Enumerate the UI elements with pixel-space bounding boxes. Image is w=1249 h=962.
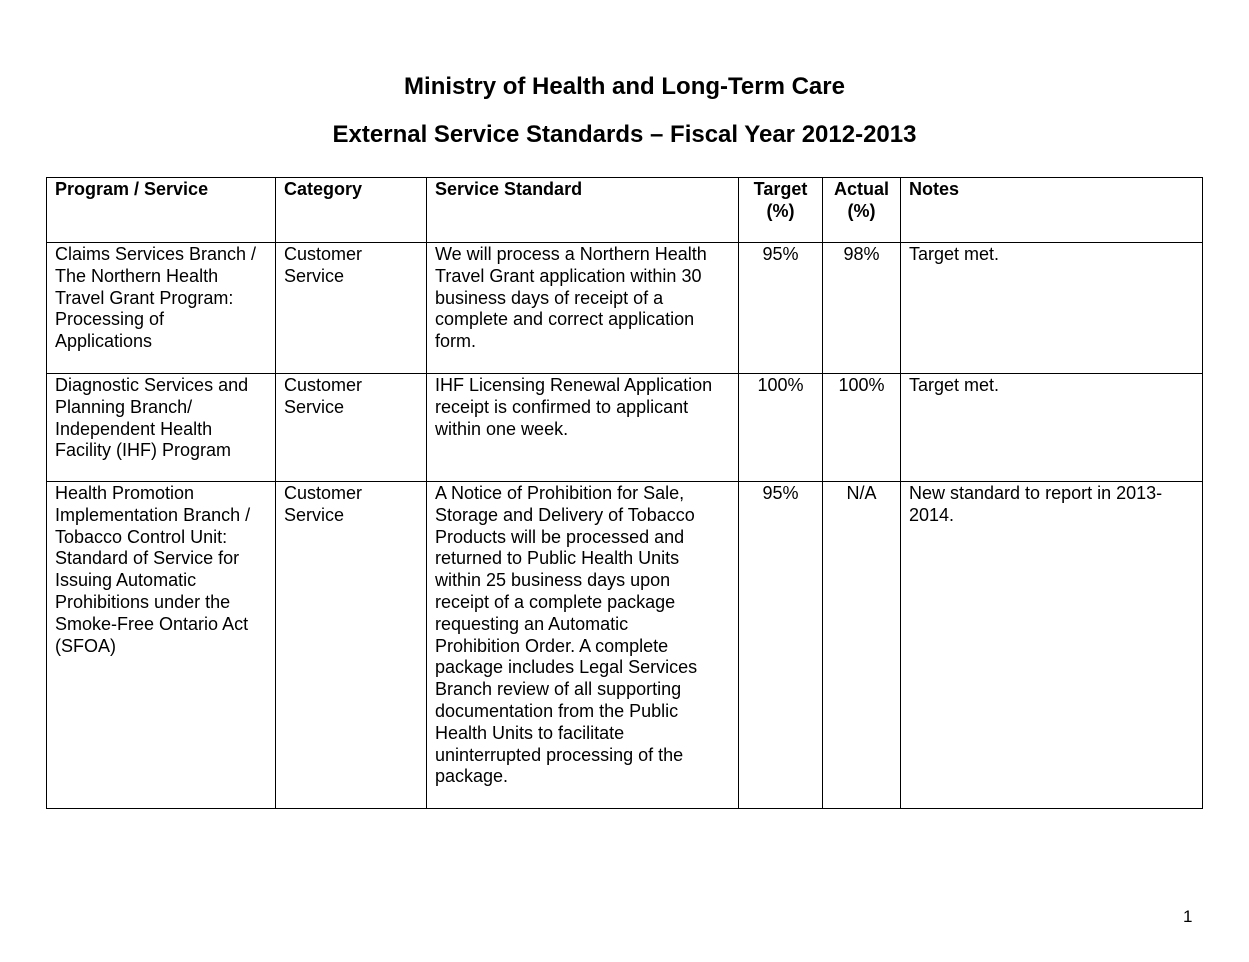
- header-notes: Notes: [900, 177, 1203, 243]
- table-row: Health Promotion Implementation Branch /…: [46, 481, 1203, 809]
- header-program-service: Program / Service: [46, 177, 276, 243]
- service-standards-table: Program / Service Category Service Stand…: [46, 177, 1203, 809]
- header-category: Category: [275, 177, 427, 243]
- cell-standard: A Notice of Prohibition for Sale, Storag…: [426, 481, 739, 809]
- header-service-standard: Service Standard: [426, 177, 739, 243]
- cell-program: Diagnostic Services and Planning Branch/…: [46, 373, 276, 482]
- cell-category: Customer Service: [275, 481, 427, 809]
- cell-target: 100%: [738, 373, 823, 482]
- cell-program: Health Promotion Implementation Branch /…: [46, 481, 276, 809]
- cell-notes: New standard to report in 2013- 2014.: [900, 481, 1203, 809]
- cell-notes: Target met.: [900, 242, 1203, 374]
- document-title: Ministry of Health and Long-Term Care: [404, 73, 845, 100]
- cell-actual: 98%: [822, 242, 901, 374]
- header-actual: Actual (%): [822, 177, 901, 243]
- cell-category: Customer Service: [275, 242, 427, 374]
- header-target: Target (%): [738, 177, 823, 243]
- page-number: 1: [1183, 907, 1193, 926]
- cell-standard: IHF Licensing Renewal Application receip…: [426, 373, 739, 482]
- cell-category: Customer Service: [275, 373, 427, 482]
- document-subtitle: External Service Standards – Fiscal Year…: [332, 121, 917, 148]
- cell-actual: N/A: [822, 481, 901, 809]
- cell-program: Claims Services Branch / The Northern He…: [46, 242, 276, 374]
- table-header-row: Program / Service Category Service Stand…: [46, 177, 1203, 243]
- cell-standard: We will process a Northern Health Travel…: [426, 242, 739, 374]
- cell-actual: 100%: [822, 373, 901, 482]
- cell-target: 95%: [738, 242, 823, 374]
- table-row: Claims Services Branch / The Northern He…: [46, 242, 1203, 374]
- table-row: Diagnostic Services and Planning Branch/…: [46, 373, 1203, 482]
- cell-notes: Target met.: [900, 373, 1203, 482]
- cell-target: 95%: [738, 481, 823, 809]
